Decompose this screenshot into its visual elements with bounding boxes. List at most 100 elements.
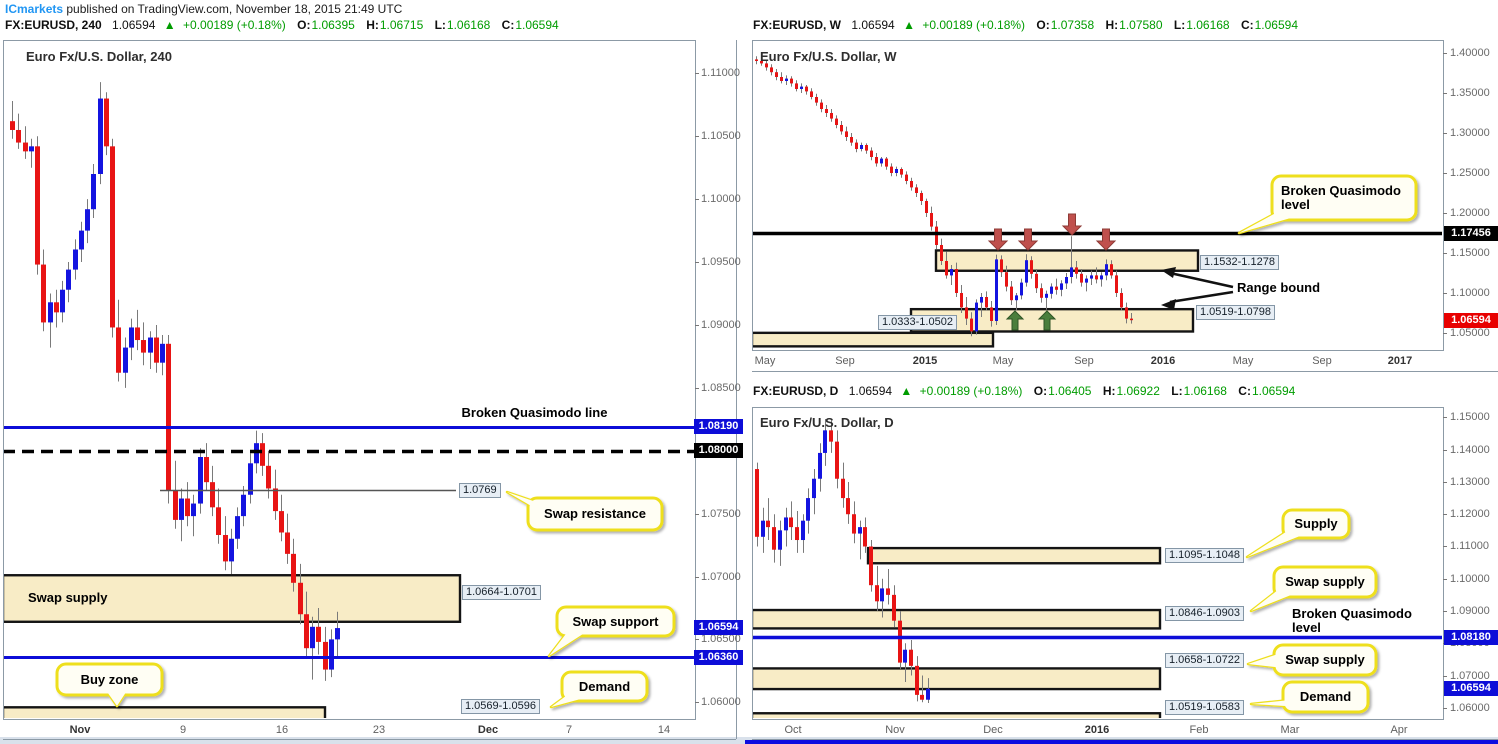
close-label: C: <box>501 18 515 32</box>
y-tick-label: 1.06000 <box>1450 702 1490 714</box>
candle-body <box>784 517 788 531</box>
y-tick-label: 1.10000 <box>1450 287 1490 299</box>
candle-body <box>148 337 153 353</box>
candle-body <box>1095 275 1098 280</box>
price-flag-1.08190: 1.08190 <box>694 419 743 434</box>
candle-body <box>10 121 15 130</box>
x-tick-label: Oct <box>784 724 802 736</box>
x-tick-label: Dec <box>983 724 1003 736</box>
zone-box-swap-supply <box>4 574 462 623</box>
candle-body <box>860 145 863 149</box>
candle-body <box>765 63 768 68</box>
candle-body <box>29 146 34 152</box>
symbol-240: FX:EURUSD, 240 <box>5 18 102 32</box>
y-tick-label: 1.40000 <box>1450 47 1490 59</box>
range-label-swap-supply-upper: 1.0846-1.0903 <box>1165 606 1244 621</box>
candle-body <box>1110 264 1113 276</box>
x-tick-label: Dec <box>477 724 499 736</box>
candle-body <box>778 530 782 550</box>
candle-body <box>1080 273 1083 283</box>
y-tick-label: 1.05000 <box>1450 327 1490 339</box>
brand-link[interactable]: ICmarkets <box>5 2 64 16</box>
range-bound-arrowhead-icon <box>1161 299 1176 310</box>
y-tick-label: 1.07000 <box>701 571 741 583</box>
x-tick-label: Sep <box>1074 355 1094 367</box>
candle-body <box>1055 286 1058 290</box>
callout-swap-support: Swap support <box>572 613 659 629</box>
candle-body <box>1030 260 1033 274</box>
candle-body <box>801 520 805 541</box>
x-tick-label: May <box>754 355 776 367</box>
publish-text: published on TradingView.com, November 1… <box>63 2 403 16</box>
chart-title-240: Euro Fx/U.S. Dollar, 240 <box>26 49 172 64</box>
candle-body <box>895 169 898 173</box>
candle-body <box>945 261 948 276</box>
candle-body <box>16 129 21 143</box>
candle-body <box>35 146 40 265</box>
zone-box-supply <box>866 546 1162 565</box>
y-tick-label: 1.15000 <box>1450 247 1490 259</box>
high-daily: 1.06922 <box>1116 384 1160 398</box>
range-label-resistance-zone: 1.1532-1.1278 <box>1200 255 1279 270</box>
price-flag-1.17456: 1.17456 <box>1444 226 1498 241</box>
candle-body <box>1070 267 1073 277</box>
zone-box-lower-demand-zone <box>753 331 995 348</box>
candle-body <box>926 688 930 700</box>
candle-body <box>1040 288 1043 298</box>
range-label-buy-zone: 1.0569-1.0596 <box>461 699 540 714</box>
candle-body <box>91 174 96 210</box>
candle-body <box>1035 273 1038 289</box>
candle-body <box>835 441 839 479</box>
zone-box-resistance-zone <box>934 249 1200 272</box>
candle-body <box>329 639 334 670</box>
current-price-flag-daily: 1.06594 <box>1444 681 1498 696</box>
candle-body <box>1125 307 1128 319</box>
candle-body <box>820 102 823 109</box>
candle-body <box>298 582 303 615</box>
x-tick-label: 23 <box>372 724 386 736</box>
range-label-lower-demand-zone: 1.0333-1.0502 <box>878 315 957 330</box>
y-tick-label: 1.06500 <box>701 633 741 645</box>
y-tick-label: 1.20000 <box>1450 207 1490 219</box>
last-price-weekly: 1.06594 <box>851 18 895 32</box>
candle-body <box>840 125 843 132</box>
price-flag-1.08180: 1.08180 <box>1444 630 1498 645</box>
range-bound-arrow <box>1169 271 1234 289</box>
candle-body <box>780 77 783 81</box>
candle-body <box>248 463 253 495</box>
candle-body <box>898 620 902 663</box>
candle-body <box>1105 264 1108 276</box>
candle-body <box>865 145 868 151</box>
candle-body <box>760 61 763 64</box>
x-tick-label: May <box>992 355 1014 367</box>
zone-box-demand <box>753 712 1162 718</box>
candle-body <box>795 83 798 89</box>
candle-body <box>60 289 65 313</box>
callout-bubble <box>549 670 649 709</box>
candle-body <box>166 343 171 491</box>
open-daily: 1.06405 <box>1048 384 1092 398</box>
change-240: +0.00189 (+0.18%) <box>183 18 286 32</box>
candle-body <box>285 532 290 554</box>
candle-body <box>795 527 799 541</box>
candle-body <box>79 230 84 250</box>
candle-body <box>179 498 184 520</box>
candle-body <box>940 245 943 261</box>
candle-body <box>930 213 933 227</box>
candle-body <box>104 98 109 147</box>
candle-body <box>323 641 328 670</box>
candle-body <box>141 340 146 353</box>
candle-body <box>775 72 778 77</box>
candle-body <box>1045 293 1048 298</box>
y-tick-label: 1.12000 <box>1450 508 1490 520</box>
candle-body <box>985 297 988 308</box>
candle-body <box>890 166 893 173</box>
candle-body <box>812 478 816 499</box>
callout-broken-quasimodo-weekly: Broken Quasimodo level <box>1281 183 1401 212</box>
candle-body <box>915 187 918 193</box>
candle-body <box>135 327 140 341</box>
candle-body <box>960 293 963 308</box>
candle-body <box>806 498 810 521</box>
range-label-swap-supply: 1.0664-1.0701 <box>462 585 541 600</box>
